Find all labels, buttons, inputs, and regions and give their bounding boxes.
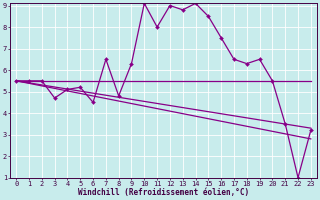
X-axis label: Windchill (Refroidissement éolien,°C): Windchill (Refroidissement éolien,°C)	[78, 188, 249, 197]
